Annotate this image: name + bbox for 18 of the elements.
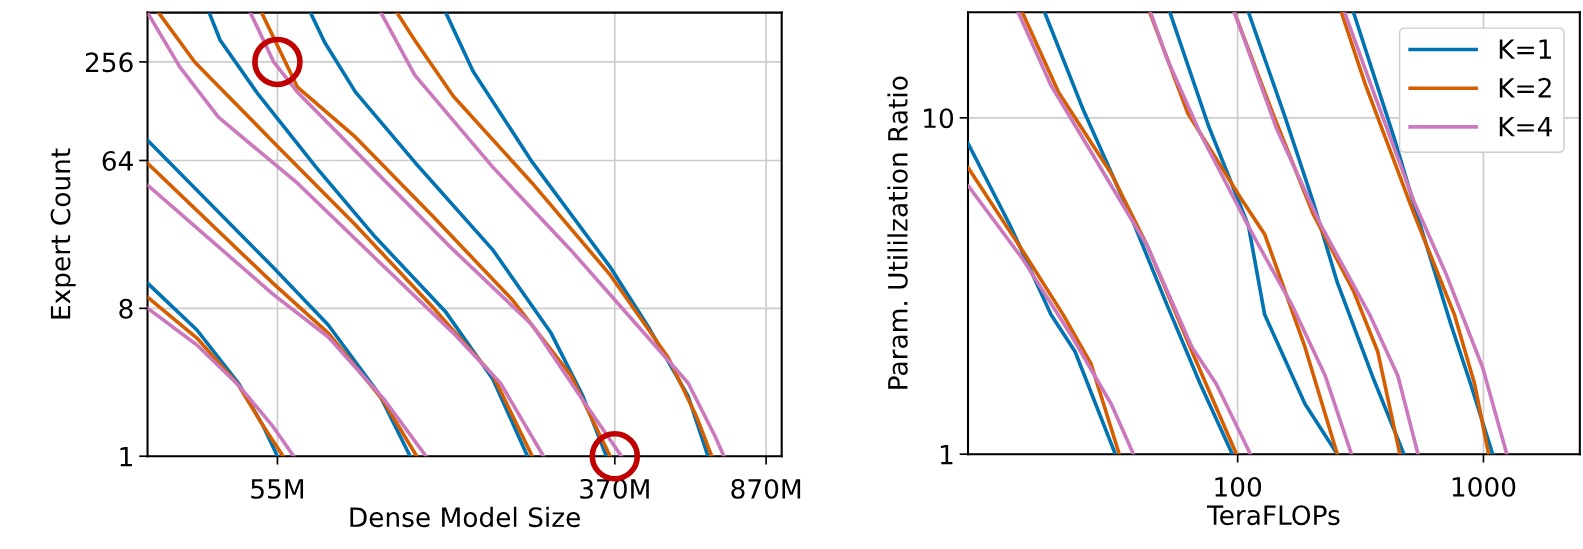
y-axis-title: Expert Count (50, 148, 76, 319)
x-tick-label: 100 (1215, 476, 1262, 497)
y-tick-label: 64 (102, 150, 133, 171)
y-axis-title: Param. Utililzation Ratio (887, 76, 908, 389)
x-tick-label: 370M (580, 478, 649, 499)
x-axis-title: TeraFLOPs (1206, 505, 1340, 526)
legend-label: K=1 (1499, 39, 1552, 59)
y-tick-label: 1 (120, 447, 132, 467)
x-tick-label: 870M (731, 478, 801, 499)
legend-label: K=4 (1499, 116, 1552, 137)
x-axis-title: Dense Model Size (350, 506, 580, 528)
y-tick-label: 8 (119, 298, 133, 319)
legend-label: K=2 (1499, 77, 1551, 98)
y-tick-label: 10 (924, 108, 954, 129)
y-tick-label: 1 (940, 444, 953, 465)
y-tick-label: 256 (85, 52, 133, 73)
x-tick-label: 1000 (1452, 476, 1516, 497)
x-tick-label: 55M (251, 479, 304, 499)
